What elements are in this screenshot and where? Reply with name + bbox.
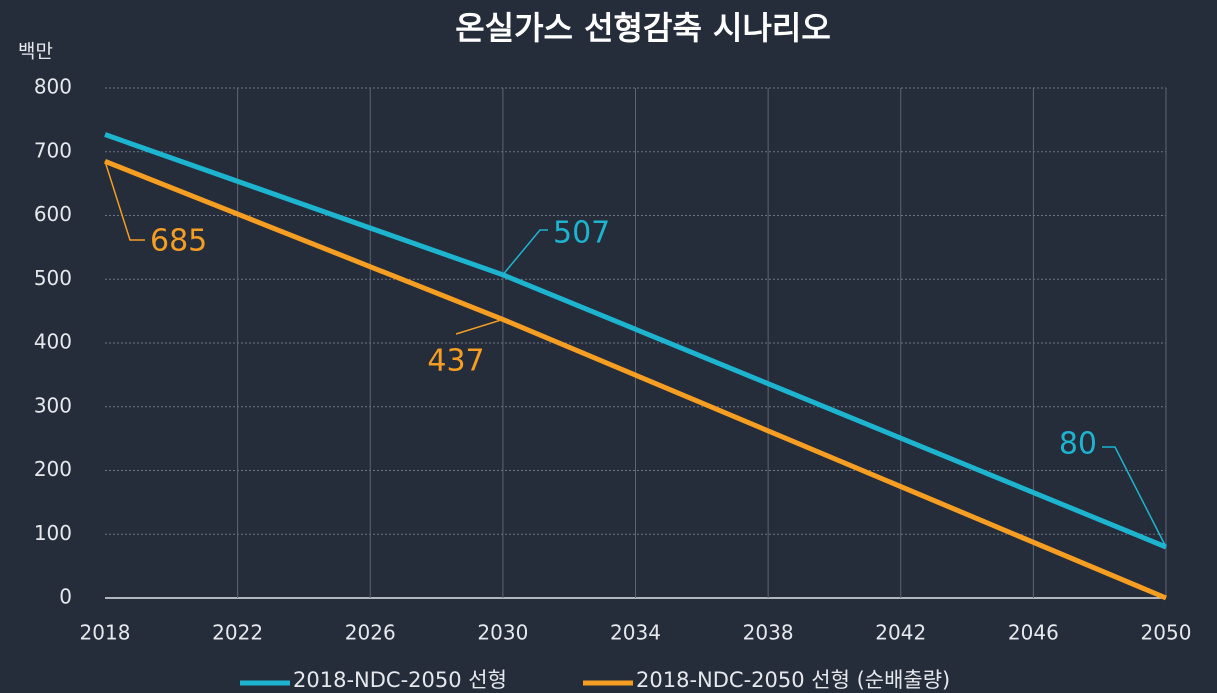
x-tick-label: 2030	[477, 621, 528, 645]
y-tick-label: 200	[34, 457, 72, 481]
y-tick-label: 300	[34, 393, 72, 417]
x-tick-label: 2038	[743, 621, 794, 645]
y-tick-label: 400	[34, 330, 72, 354]
y-tick-label: 0	[59, 585, 72, 609]
y-tick-label: 600	[34, 202, 72, 226]
y-tick-label: 500	[34, 266, 72, 290]
leader-line	[104, 161, 145, 241]
y-tick-label: 100	[34, 521, 72, 545]
leader-line	[502, 229, 548, 276]
legend-label: 2018-NDC-2050 선형 (순배출량)	[636, 668, 950, 692]
x-tick-label: 2034	[610, 621, 661, 645]
data-label: 507	[553, 216, 610, 251]
x-tick-label: 2042	[875, 621, 926, 645]
legend-label: 2018-NDC-2050 선형	[293, 668, 507, 692]
leader-line	[1102, 446, 1167, 548]
y-tick-label: 800	[34, 75, 72, 99]
x-tick-label: 2018	[80, 621, 131, 645]
x-tick-label: 2050	[1141, 621, 1192, 645]
y-unit: 백만	[18, 41, 53, 63]
x-tick-label: 2026	[345, 621, 396, 645]
data-label: 685	[150, 224, 207, 259]
data-label: 80	[1059, 427, 1097, 462]
x-tick-label: 2022	[212, 621, 263, 645]
x-tick-label: 2046	[1008, 621, 1059, 645]
leader-line	[455, 318, 504, 335]
chart-title: 온실가스 선형감축 시나리오	[455, 9, 831, 47]
data-label: 437	[427, 344, 484, 379]
y-tick-label: 700	[34, 138, 72, 162]
